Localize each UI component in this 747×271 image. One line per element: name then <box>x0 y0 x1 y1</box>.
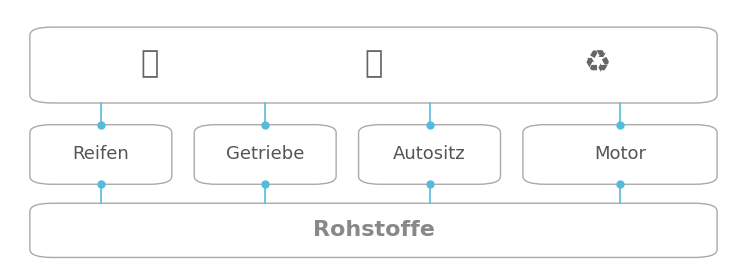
Text: Autositz: Autositz <box>393 146 466 163</box>
FancyBboxPatch shape <box>523 125 717 184</box>
Text: 🚚: 🚚 <box>365 49 382 78</box>
FancyBboxPatch shape <box>30 125 172 184</box>
Text: ♻: ♻ <box>584 49 611 78</box>
FancyBboxPatch shape <box>30 27 717 103</box>
FancyBboxPatch shape <box>359 125 500 184</box>
FancyBboxPatch shape <box>194 125 336 184</box>
Text: 🚗: 🚗 <box>140 49 158 78</box>
Text: Reifen: Reifen <box>72 146 129 163</box>
Text: Rohstoffe: Rohstoffe <box>312 220 435 240</box>
Text: Motor: Motor <box>594 146 646 163</box>
FancyBboxPatch shape <box>30 203 717 257</box>
Text: Getriebe: Getriebe <box>226 146 304 163</box>
